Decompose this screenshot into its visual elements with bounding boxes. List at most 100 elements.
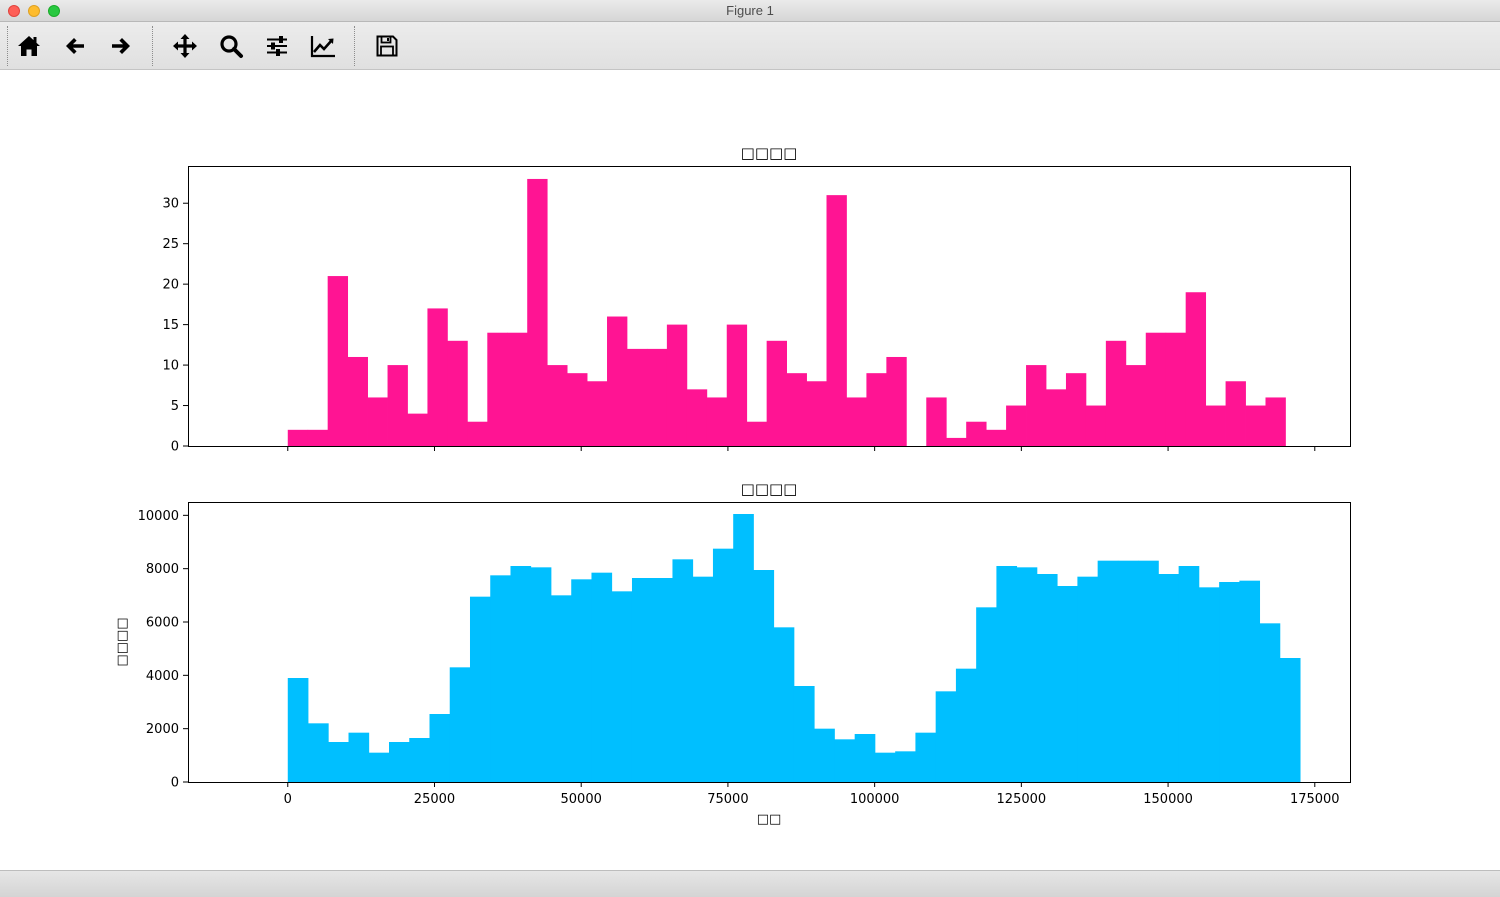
histogram-bar bbox=[607, 316, 628, 446]
histogram-bar bbox=[746, 421, 768, 446]
histogram-bar bbox=[449, 667, 471, 782]
histogram-bar bbox=[846, 397, 867, 446]
histogram-bar bbox=[550, 595, 572, 782]
zoom-button[interactable] bbox=[216, 31, 246, 61]
figure-canvas[interactable]: 0 5 10 15 20 25 30 □□□□ 0 25000 50000 75000 100000 12… bbox=[0, 70, 1500, 870]
back-button[interactable] bbox=[60, 31, 90, 61]
histogram-bar bbox=[611, 591, 633, 782]
y-tick-label: 4000 bbox=[146, 669, 179, 684]
histogram-bar bbox=[986, 429, 1007, 446]
x-tick-label: 100000 bbox=[850, 792, 900, 807]
histogram-bar bbox=[490, 575, 511, 782]
axes-frame bbox=[188, 502, 1351, 783]
save-button[interactable] bbox=[372, 31, 402, 61]
y-tick-label: 6000 bbox=[146, 616, 179, 631]
histogram-bar bbox=[1219, 582, 1240, 782]
y-tick-label: 0 bbox=[171, 440, 179, 455]
histogram-bar bbox=[287, 678, 309, 782]
x-tick-label: 50000 bbox=[561, 792, 602, 807]
histogram-bar bbox=[955, 668, 977, 782]
histogram-bar bbox=[527, 178, 548, 446]
histogram-bar bbox=[1245, 405, 1266, 446]
histogram-bar bbox=[926, 397, 947, 446]
x-tick-label: 175000 bbox=[1290, 792, 1340, 807]
histogram-bar bbox=[666, 324, 688, 446]
histogram-bar bbox=[1105, 340, 1127, 446]
histogram-bar bbox=[854, 734, 876, 782]
histogram-bar bbox=[591, 572, 613, 782]
sliders-icon bbox=[267, 36, 287, 56]
histogram-bar bbox=[915, 732, 937, 782]
histogram-bar bbox=[996, 566, 1018, 782]
y-tick-label: 5 bbox=[171, 399, 179, 414]
histogram-bar bbox=[826, 195, 847, 446]
histogram-bar bbox=[368, 752, 390, 782]
toolbar-separator bbox=[7, 26, 8, 66]
status-bar bbox=[0, 870, 1500, 897]
histogram-bar bbox=[1205, 405, 1226, 446]
y-tick-label: 15 bbox=[162, 318, 179, 333]
histogram-bar bbox=[773, 627, 795, 782]
histogram-bar bbox=[1117, 560, 1139, 782]
minimize-window-button[interactable] bbox=[28, 5, 40, 17]
histogram-bar bbox=[726, 324, 748, 446]
edit-axes-button[interactable] bbox=[308, 31, 338, 61]
histogram-bar bbox=[1125, 365, 1147, 446]
histogram-bar bbox=[1026, 365, 1047, 446]
histogram-bar bbox=[367, 397, 388, 446]
histogram-bar bbox=[786, 373, 807, 446]
histogram-bar bbox=[1057, 586, 1078, 782]
configure-subplots-button[interactable] bbox=[262, 31, 292, 61]
histogram-bar bbox=[409, 738, 430, 782]
x-tick-label: 125000 bbox=[997, 792, 1047, 807]
histogram-bar bbox=[1016, 567, 1038, 782]
histogram-bar bbox=[652, 578, 673, 782]
histogram-bar bbox=[946, 437, 967, 446]
maximize-window-button[interactable] bbox=[48, 5, 60, 17]
histogram-bar bbox=[467, 421, 488, 446]
y-tick-label: 2000 bbox=[146, 722, 179, 737]
histogram-bar bbox=[753, 570, 775, 782]
arrow-right-icon bbox=[112, 38, 130, 54]
y-axis-label: □□□□ bbox=[115, 617, 130, 666]
close-window-button[interactable] bbox=[8, 5, 20, 17]
y-tick-label: 10 bbox=[162, 359, 179, 374]
floppy-disk-icon bbox=[376, 35, 398, 57]
title-bar: Figure 1 bbox=[0, 0, 1500, 22]
histogram-bar bbox=[1198, 587, 1220, 782]
move-icon bbox=[173, 34, 197, 58]
histogram-bar bbox=[1265, 397, 1286, 446]
histogram-bar bbox=[487, 332, 508, 446]
axes-frame bbox=[188, 166, 1351, 447]
toolbar-separator bbox=[354, 26, 355, 66]
x-tick-label: 75000 bbox=[707, 792, 748, 807]
arrow-left-icon bbox=[66, 38, 84, 54]
histogram-bar bbox=[626, 348, 648, 446]
home-button[interactable] bbox=[14, 31, 44, 61]
home-icon bbox=[18, 36, 40, 56]
histogram-bar bbox=[347, 356, 368, 446]
window-title: Figure 1 bbox=[726, 3, 774, 18]
forward-button[interactable] bbox=[106, 31, 136, 61]
chart-title: □□□□ bbox=[741, 480, 798, 498]
histogram-bar bbox=[793, 686, 815, 782]
histogram-bar bbox=[874, 752, 896, 782]
histogram-bar bbox=[895, 751, 916, 782]
histogram-bar bbox=[1259, 623, 1281, 782]
histogram-bar bbox=[866, 373, 887, 446]
x-tick-label: 25000 bbox=[414, 792, 455, 807]
y-tick-label: 25 bbox=[162, 237, 179, 252]
histogram-bar bbox=[834, 739, 856, 782]
toolbar-separator bbox=[152, 26, 153, 66]
histogram-bar bbox=[814, 728, 835, 782]
pan-button[interactable] bbox=[170, 31, 200, 61]
histogram-bar bbox=[1036, 574, 1058, 782]
histogram-bar bbox=[1225, 381, 1246, 446]
histogram-bar bbox=[631, 578, 653, 782]
histogram-bar bbox=[328, 742, 349, 782]
histogram-bar bbox=[806, 381, 827, 446]
y-tick-label: 0 bbox=[171, 776, 179, 791]
histogram-bar bbox=[510, 566, 532, 782]
histogram-bar bbox=[646, 348, 668, 446]
